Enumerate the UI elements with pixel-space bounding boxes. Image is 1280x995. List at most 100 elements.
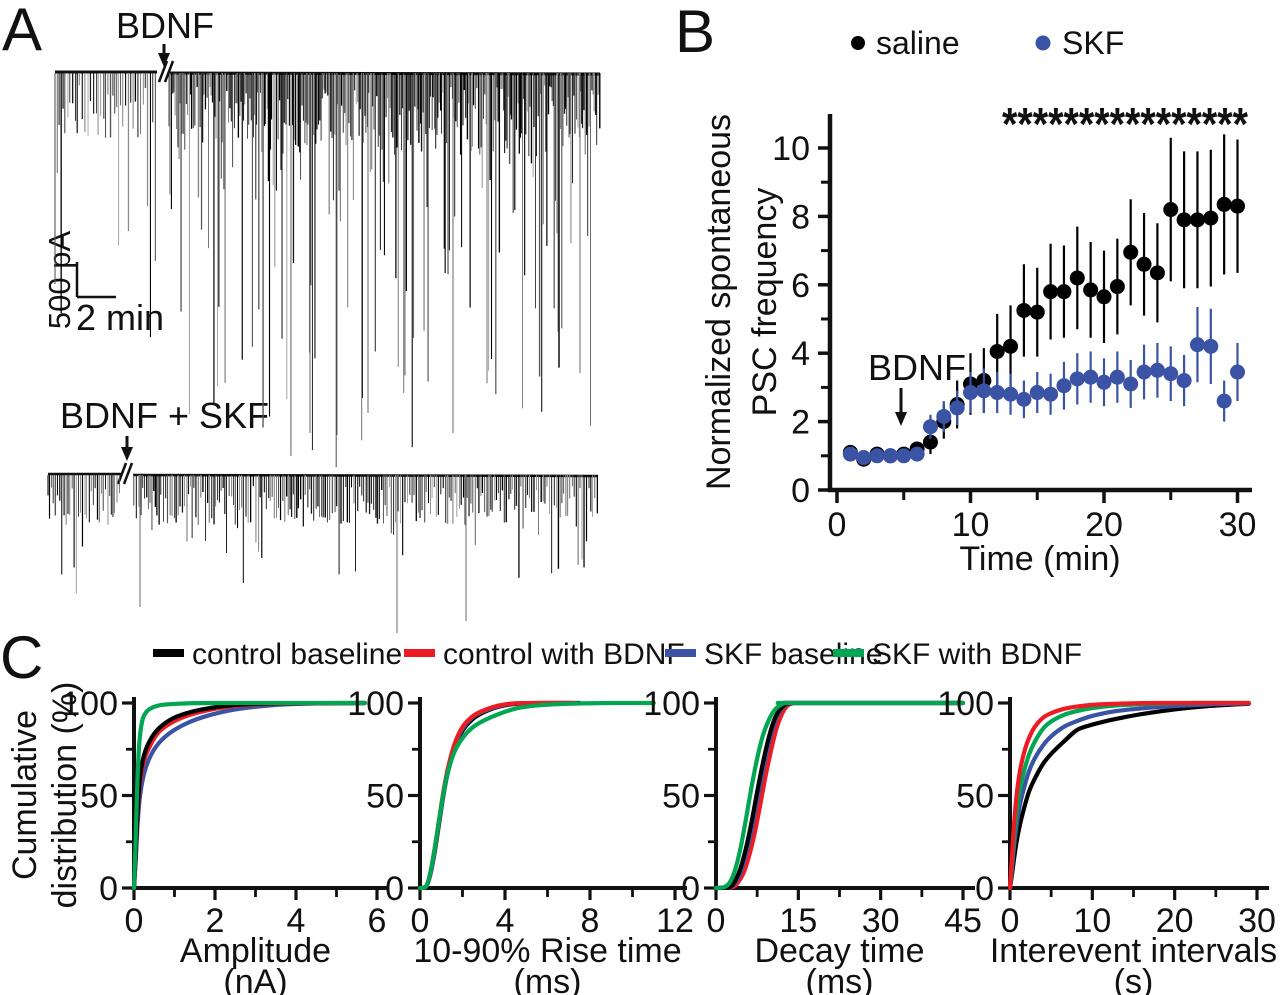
data-point [882, 448, 898, 464]
c-y-tick-label: 0 [681, 870, 700, 908]
data-point [1216, 196, 1232, 212]
b-scatter-plot: 0 2 4 6 8 10 0 10 20 30 [772, 114, 1256, 544]
bdnf-arrow-b [895, 388, 907, 426]
c-legend: control baseline control with BDNF SKF b… [153, 638, 1082, 671]
trace2-break-mark [122, 462, 134, 485]
c-curve-control-baseline [1007, 701, 1251, 891]
trace1-break-mark [163, 60, 175, 83]
data-point [1230, 364, 1245, 380]
c-y-tick-label: 50 [80, 778, 118, 816]
c-x-tick-label: 30 [862, 902, 900, 940]
data-point [1203, 210, 1219, 226]
data-point [976, 383, 992, 399]
c-y-tick-label: 0 [975, 870, 994, 908]
data-point [1136, 256, 1152, 272]
data-point [1203, 338, 1219, 354]
c-y-tick-label: 50 [956, 778, 994, 816]
significance-asterisks: **************** [1002, 98, 1248, 150]
data-point [896, 448, 912, 464]
panel-b: saline SKF **************** BDNF Normali… [700, 25, 1256, 578]
panel-b-label: B [675, 0, 715, 65]
data-point [1216, 393, 1232, 409]
trace2-bdnf-skf-recording [47, 472, 599, 633]
c-xlabel-line1: 10-90% Rise time [413, 932, 681, 970]
c-y-tick-label: 100 [643, 685, 700, 723]
c-curve-control-with-BDNF [131, 700, 367, 891]
b-xlabel: Time (min) [959, 540, 1120, 578]
data-point [936, 408, 952, 424]
b-y-tick-label: 8 [791, 198, 810, 236]
data-point [1176, 373, 1192, 389]
c-y-tick-label: 0 [385, 870, 404, 908]
c-xlabel-line2: (s) [1114, 963, 1154, 995]
c-curve-SKF-baseline [1007, 701, 1251, 891]
c-x-tick-label: 15 [779, 902, 817, 940]
data-point [1003, 386, 1019, 402]
saline-legend-dot [851, 36, 865, 50]
data-point [1029, 304, 1045, 320]
c-curve-SKF-with-BDNF [1007, 700, 1251, 891]
data-point [1003, 338, 1019, 354]
c-xlabel-line1: Interevent intervals [990, 932, 1277, 970]
trace1-bdnf-label: BDNF [116, 5, 214, 46]
c-ylabel-line1: Cumulative [6, 710, 44, 880]
c-curve-control-with-BDNF [1007, 700, 1251, 891]
data-point [856, 450, 872, 466]
legend-saline: saline [851, 25, 960, 61]
c-x-tick-label: 0 [1001, 902, 1020, 940]
c-x-tick-label: 0 [707, 902, 726, 940]
c-xlabel-line2: (ms) [806, 963, 874, 995]
c-x-tick-label: 20 [1156, 902, 1194, 940]
c-curve-control-baseline [713, 700, 966, 891]
b-y-tick-label: 0 [791, 472, 810, 510]
saline-legend-label: saline [876, 25, 960, 61]
legend-skf: SKF [1035, 25, 1124, 61]
panel-a: BDNF BDNF + SKF 500 pA 2 min [42, 5, 601, 633]
data-point [842, 446, 858, 462]
c-x-tick-label: 4 [496, 902, 515, 940]
c-y-tick-label: 100 [61, 685, 118, 723]
legend-label-control-bdnf: control with BDNF [443, 638, 685, 671]
data-point [1230, 198, 1245, 214]
data-point [1163, 366, 1179, 382]
c-curve-control-baseline [131, 700, 367, 891]
c-subplot-cum-decay: 0 50 100 0 15 30 45 Decay time(ms) [643, 685, 982, 995]
c-y-tick-label: 50 [662, 778, 700, 816]
scale-bar [75, 262, 116, 299]
data-point [1069, 371, 1085, 387]
data-point [1043, 284, 1059, 300]
c-x-tick-label: 45 [944, 902, 982, 940]
data-point [1109, 369, 1125, 385]
bdnf-annotation-b: BDNF [868, 347, 966, 388]
data-point [1056, 378, 1072, 394]
trace1-bdnf-recording [54, 70, 601, 468]
data-point [1123, 376, 1139, 392]
scale-bar-horizontal-label: 2 min [76, 297, 164, 338]
c-curve-SKF-baseline [131, 700, 367, 891]
c-ylabel-line2: distribution (%) [46, 682, 84, 909]
c-y-tick-label: 0 [99, 870, 118, 908]
panel-a-label: A [2, 0, 42, 63]
panel-c-label: C [0, 624, 43, 691]
data-point [1069, 270, 1085, 286]
c-xlabel-line1: Decay time [754, 932, 924, 970]
c-curve-control-with-BDNF [713, 700, 966, 891]
data-point [1109, 279, 1125, 295]
data-point [1083, 369, 1099, 385]
legend-label-control-baseline: control baseline [192, 638, 402, 671]
b-y-tick-label: 4 [791, 335, 810, 373]
c-x-tick-label: 0 [125, 902, 144, 940]
data-point [922, 419, 938, 435]
data-point [1149, 265, 1165, 281]
b-y-tick-label: 2 [791, 404, 810, 442]
panel-c: control baseline control with BDNF SKF b… [6, 638, 1277, 995]
data-point [1189, 337, 1205, 353]
c-x-tick-label: 6 [368, 902, 387, 940]
data-point [1163, 202, 1179, 218]
c-xlabel-line1: Amplitude [180, 932, 331, 970]
data-point [1189, 212, 1205, 228]
data-point [922, 434, 938, 450]
